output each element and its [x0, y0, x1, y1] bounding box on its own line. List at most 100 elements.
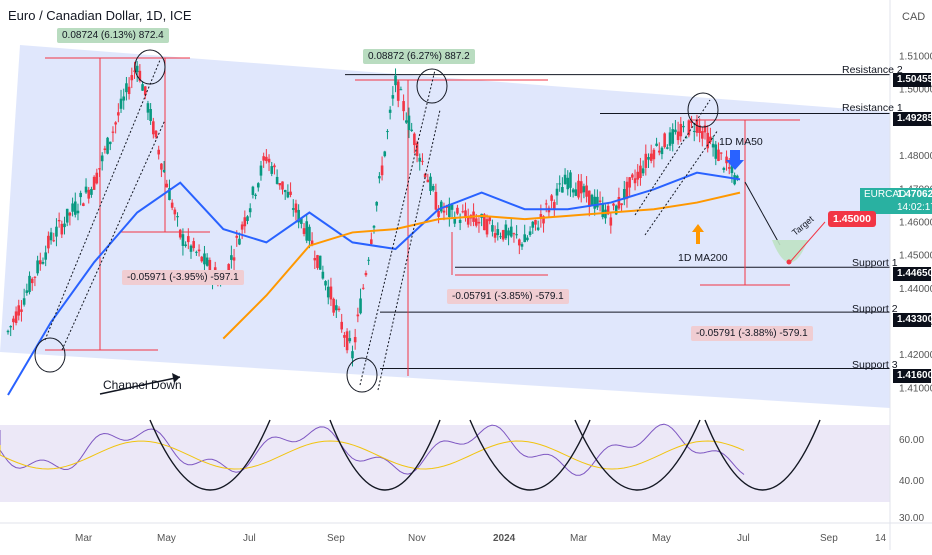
- candle-body: [14, 311, 18, 323]
- candle-body: [302, 228, 306, 234]
- candle-body: [133, 70, 136, 72]
- candle-body: [426, 179, 430, 183]
- candle-body: [458, 219, 462, 224]
- candle-body: [585, 185, 588, 197]
- candle-body: [722, 167, 726, 170]
- candle-body: [604, 209, 607, 219]
- candle-body: [205, 257, 209, 266]
- candle-body: [569, 172, 572, 188]
- candle-body: [95, 172, 99, 184]
- candle-body: [353, 336, 357, 343]
- candle-body: [711, 143, 715, 148]
- x-tick-label: May: [652, 533, 671, 544]
- candle-body: [321, 271, 325, 279]
- candle-body: [195, 251, 198, 253]
- candle-body: [149, 108, 152, 121]
- candle-body: [73, 201, 77, 215]
- candle-body: [300, 218, 303, 224]
- candle-body: [17, 305, 21, 316]
- candle-body: [265, 156, 268, 162]
- candle-body: [579, 181, 583, 194]
- candle-body: [9, 326, 12, 328]
- candle-body: [160, 163, 163, 170]
- candle-body: [396, 81, 400, 101]
- candle-body: [488, 217, 492, 222]
- candle-body: [727, 167, 731, 169]
- candle-body: [504, 224, 508, 239]
- candle-body: [130, 75, 134, 81]
- candle-body: [485, 219, 489, 235]
- x-tick-label: Jul: [737, 533, 750, 544]
- candle-body: [725, 156, 728, 164]
- pivot-circle-1: [134, 49, 166, 85]
- y-tick-label: 1.48000: [899, 151, 932, 162]
- candle-body: [391, 95, 395, 99]
- candle-body: [364, 272, 368, 276]
- candle-body: [582, 186, 586, 193]
- candle-body: [528, 231, 532, 235]
- candle-body: [84, 186, 88, 193]
- candle-body: [609, 217, 613, 226]
- candle-body: [439, 201, 443, 212]
- candle-body: [356, 314, 360, 317]
- candle-body: [507, 230, 510, 236]
- candle-body: [114, 122, 117, 125]
- candle-body: [348, 338, 352, 342]
- candle-body: [138, 70, 142, 81]
- candle-body: [286, 191, 290, 198]
- candle-body: [55, 226, 58, 237]
- candle-body: [413, 133, 416, 146]
- candle-body: [466, 217, 470, 225]
- candle-body: [464, 210, 467, 218]
- ma200-label: 1D MA200: [678, 252, 728, 264]
- candle-body: [461, 211, 465, 213]
- candle-body: [388, 109, 392, 113]
- rising-channel-line-2: [359, 69, 436, 386]
- candle-body: [254, 194, 257, 196]
- rsi-panel: [0, 425, 890, 502]
- candle-body: [103, 148, 107, 151]
- candle-body: [52, 240, 56, 242]
- candle-body: [22, 298, 26, 305]
- candle-body: [404, 120, 408, 123]
- candle-body: [394, 75, 397, 86]
- candle-body: [668, 132, 672, 146]
- candle-body: [273, 165, 276, 168]
- candle-body: [176, 216, 179, 218]
- candle-body: [679, 123, 683, 137]
- candle-body: [345, 331, 349, 351]
- support-1-label: Support 1: [852, 257, 898, 269]
- candle-body: [44, 252, 47, 260]
- candle-body: [631, 174, 634, 178]
- resistance-2-label: Resistance 2: [842, 64, 903, 76]
- countdown-timer: 14:02:17: [897, 202, 932, 213]
- candle-body: [192, 241, 195, 249]
- candle-body: [238, 238, 241, 245]
- x-tick-label: Jul: [243, 533, 256, 544]
- candle-body: [278, 183, 282, 186]
- candle-body: [49, 232, 53, 241]
- candle-body: [343, 335, 346, 338]
- candle-body: [499, 236, 502, 238]
- candle-body: [531, 221, 535, 228]
- candle-body: [501, 230, 505, 240]
- candle-body: [203, 253, 206, 265]
- candle-body: [256, 183, 260, 188]
- rsi-line: [0, 423, 745, 476]
- candle-body: [407, 115, 411, 131]
- candle-body: [340, 321, 344, 330]
- candle-body: [283, 189, 287, 193]
- candle-body: [12, 318, 15, 323]
- current-price-tag: EURCAD: [860, 188, 932, 214]
- candle-body: [372, 225, 376, 228]
- candle-body: [628, 177, 631, 188]
- measure-box-1: 0.08724 (6.13%) 872.4: [57, 28, 169, 43]
- currency-label: CAD: [902, 11, 926, 23]
- candle-body: [496, 229, 500, 236]
- y-tick-label: 1.44000: [899, 284, 932, 295]
- resistance-1-label: Resistance 1: [842, 102, 903, 114]
- candle-body: [655, 143, 658, 146]
- candle-body: [612, 203, 615, 206]
- candle-body: [606, 205, 610, 215]
